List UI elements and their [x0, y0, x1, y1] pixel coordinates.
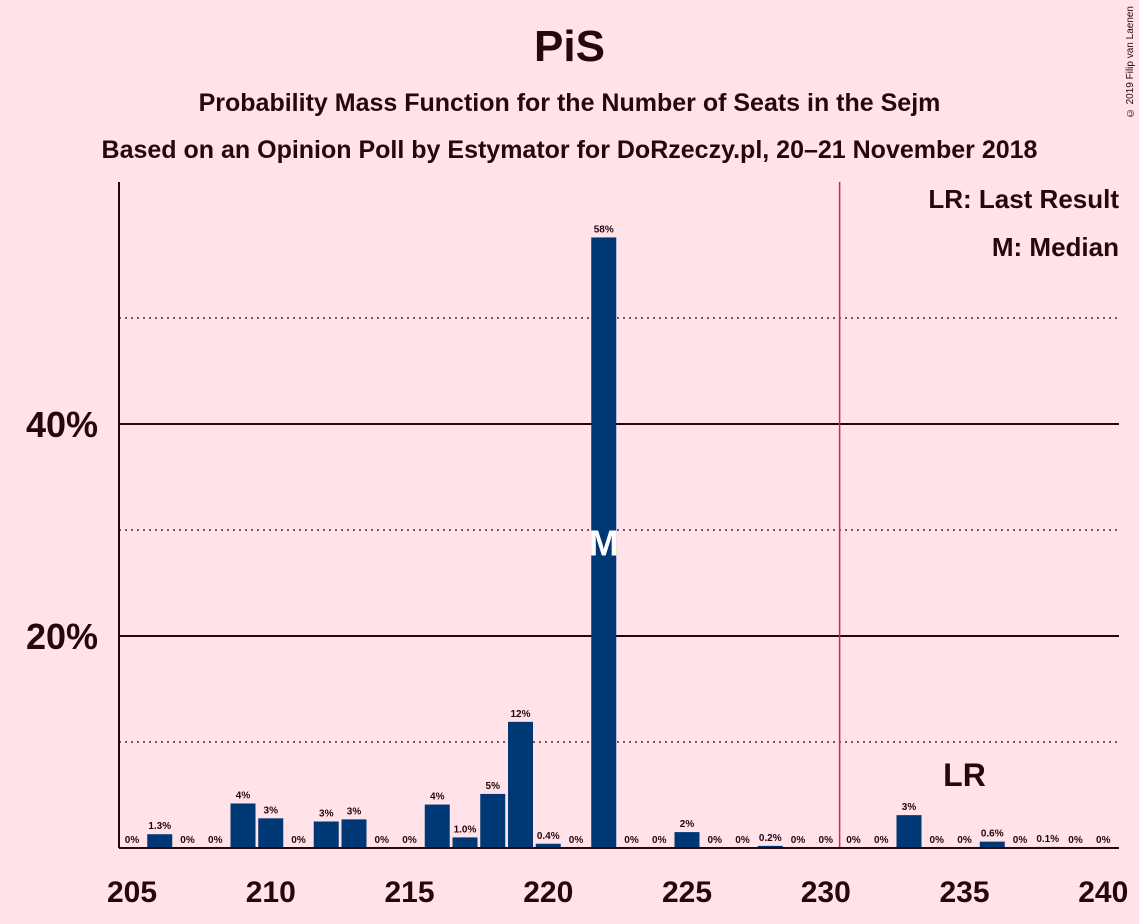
chart-subtitle: Probability Mass Function for the Number…	[198, 89, 941, 117]
data-label: 0%	[930, 835, 945, 846]
data-label: 1.0%	[454, 824, 477, 835]
data-label: 0%	[874, 835, 889, 846]
x-tick-label: 210	[246, 876, 296, 909]
data-label: 0%	[125, 835, 140, 846]
data-label: 0.4%	[537, 831, 560, 842]
y-tick-label: 20%	[26, 616, 98, 657]
data-label: 3%	[319, 809, 334, 820]
bar	[147, 834, 173, 848]
data-label: 0%	[402, 835, 417, 846]
data-label: 0%	[1013, 835, 1028, 846]
data-label: 0%	[819, 835, 834, 846]
bar	[591, 237, 617, 848]
legend-median: M: Median	[991, 232, 1119, 262]
last-result-marker: LR	[943, 757, 986, 793]
bar	[508, 721, 533, 848]
chart-subtitle-poll: Based on an Opinion Poll by Estymator fo…	[101, 136, 1038, 164]
data-label: 4%	[236, 790, 251, 801]
data-label: 5%	[486, 781, 501, 792]
bar	[979, 841, 1005, 848]
bar	[424, 804, 450, 848]
data-label: 2%	[680, 819, 695, 830]
bar	[258, 818, 284, 848]
data-label: 0%	[569, 835, 584, 846]
bar	[757, 845, 783, 848]
data-label: 3%	[264, 805, 279, 816]
data-label: 0.2%	[759, 833, 782, 844]
bar	[341, 819, 367, 848]
data-label: 0%	[624, 835, 639, 846]
data-label: 0.1%	[1036, 834, 1059, 845]
bar	[896, 815, 922, 848]
legend-last-result: LR: Last Result	[928, 184, 1119, 214]
bar	[674, 832, 700, 848]
data-label: 3%	[902, 802, 917, 813]
x-tick-label: 215	[384, 876, 434, 909]
bar	[230, 803, 256, 848]
data-label: 0%	[375, 835, 390, 846]
x-tick-label: 225	[662, 876, 712, 909]
data-label: 0%	[208, 835, 223, 846]
data-label: 0%	[957, 835, 972, 846]
x-tick-label: 220	[523, 876, 573, 909]
median-marker: M	[589, 523, 619, 564]
data-label: 3%	[347, 806, 362, 817]
data-label: 1.3%	[148, 821, 171, 832]
data-label: 0%	[180, 835, 195, 846]
x-tick-label: 240	[1078, 876, 1128, 909]
data-label: 0%	[652, 835, 667, 846]
data-label: 4%	[430, 792, 445, 803]
data-label: 0%	[1096, 835, 1111, 846]
data-label: 0%	[1068, 835, 1083, 846]
data-label: 0%	[735, 835, 750, 846]
data-label: 0%	[708, 835, 723, 846]
chart-title: PiS	[534, 22, 605, 71]
x-tick-label: 230	[801, 876, 851, 909]
data-label: 0%	[791, 835, 806, 846]
data-label: 58%	[594, 224, 614, 235]
data-label: 0.6%	[981, 829, 1004, 840]
bar	[480, 793, 506, 848]
data-label: 12%	[510, 709, 530, 720]
bar	[535, 843, 561, 848]
data-label: 0%	[846, 835, 861, 846]
bar	[313, 821, 339, 848]
y-tick-label: 40%	[26, 404, 98, 445]
bar	[452, 837, 478, 848]
x-tick-label: 235	[939, 876, 989, 909]
data-label: 0%	[291, 835, 306, 846]
x-tick-label: 205	[107, 876, 157, 909]
